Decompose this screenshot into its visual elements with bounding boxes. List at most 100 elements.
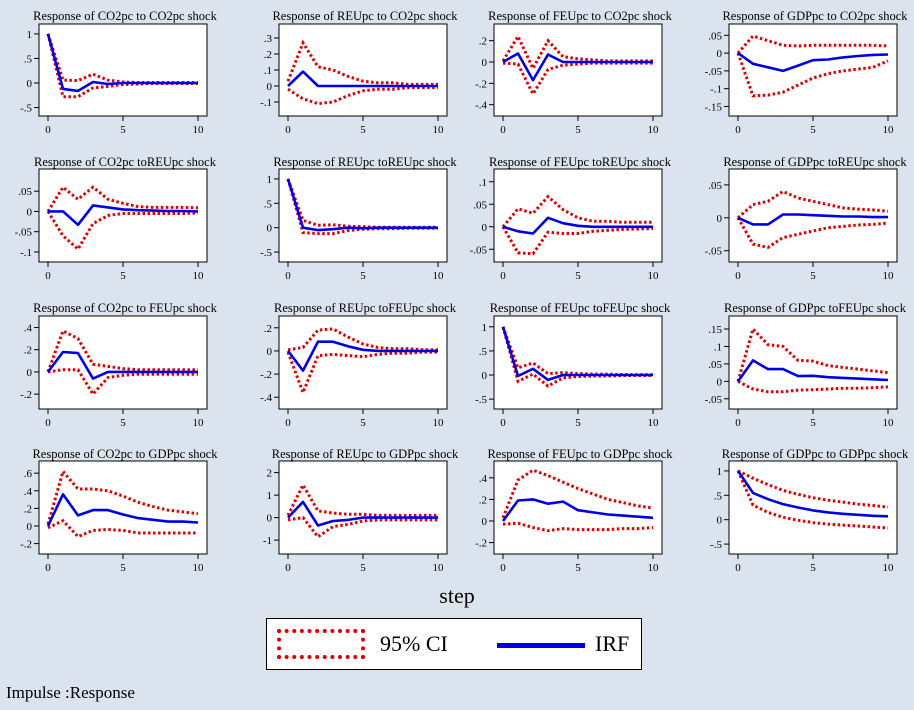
ci-upper-line bbox=[287, 327, 438, 352]
panel-title-band bbox=[262, 298, 467, 316]
y-tick-label: .3 bbox=[264, 33, 273, 45]
x-tick-label: 0 bbox=[735, 562, 741, 574]
panel-title-band bbox=[22, 444, 227, 462]
panel-title: Response of REUpc toREUpc shock bbox=[273, 155, 457, 169]
x-tick-label: 5 bbox=[120, 562, 126, 574]
y-tick-label: .5 bbox=[714, 490, 723, 502]
plot-area bbox=[278, 168, 448, 263]
panel-title-band bbox=[712, 6, 914, 24]
y-tick-label: 2 bbox=[267, 468, 273, 480]
ci-upper-line bbox=[286, 39, 438, 86]
plot-area bbox=[493, 460, 663, 555]
plot-area bbox=[278, 460, 448, 555]
panel-title-band bbox=[712, 444, 914, 462]
y-tick-label: -.05 bbox=[705, 394, 723, 406]
y-tick-label: 0 bbox=[267, 513, 273, 525]
ci-upper-line bbox=[46, 328, 198, 373]
panel-title: Response of REUpc toFEUpc shock bbox=[274, 301, 457, 315]
y-tick-label: -1 bbox=[263, 535, 272, 547]
y-tick-label: .2 bbox=[264, 49, 272, 61]
plot-area bbox=[493, 315, 663, 410]
y-tick-label: -.2 bbox=[260, 369, 272, 381]
panel-title-band bbox=[262, 444, 467, 462]
plot-area bbox=[38, 460, 208, 555]
y-tick-label: .2 bbox=[24, 503, 32, 515]
ci-upper-line bbox=[46, 468, 199, 525]
x-tick-label: 0 bbox=[735, 417, 741, 429]
x-tick-label: 10 bbox=[433, 417, 445, 429]
panel-title-band bbox=[477, 6, 682, 24]
irf-line bbox=[736, 470, 889, 518]
panel-title: Response of GDPpc to CO2pc shock bbox=[722, 9, 908, 23]
y-tick-label: 0 bbox=[482, 57, 488, 69]
x-tick-label: 5 bbox=[360, 270, 366, 282]
y-tick-label: -.1 bbox=[710, 84, 722, 96]
y-tick-label: -.1 bbox=[260, 97, 272, 109]
y-tick-label: 1 bbox=[267, 174, 273, 186]
y-tick-label: 0 bbox=[267, 223, 273, 235]
y-tick-label: 0 bbox=[27, 521, 33, 533]
x-tick-label: 10 bbox=[193, 124, 205, 136]
x-tick-label: 0 bbox=[735, 270, 741, 282]
y-tick-label: .05 bbox=[708, 180, 722, 192]
ci-upper-line bbox=[737, 469, 889, 509]
y-tick-label: .6 bbox=[24, 468, 33, 480]
plot-area bbox=[38, 315, 208, 410]
y-tick-label: 0 bbox=[717, 213, 723, 225]
panel-title: Response of REUpc to GDPpc shock bbox=[272, 447, 459, 461]
x-tick-label: 0 bbox=[500, 124, 506, 136]
x-tick-label: 0 bbox=[500, 270, 506, 282]
y-tick-label: 1 bbox=[482, 322, 488, 334]
x-tick-label: 10 bbox=[648, 124, 660, 136]
y-tick-label: .5 bbox=[479, 346, 488, 358]
plot-area bbox=[278, 315, 448, 410]
irf-line bbox=[46, 492, 199, 527]
ci-upper-line bbox=[736, 326, 889, 382]
plot-area bbox=[38, 23, 208, 117]
y-tick-label: .2 bbox=[479, 494, 487, 506]
ci-lower-line bbox=[502, 61, 653, 98]
panel-title: Response of FEUpc toFEUpc shock bbox=[490, 301, 671, 315]
plot-area bbox=[493, 168, 663, 263]
x-tick-label: 5 bbox=[810, 417, 816, 429]
panel-title-band bbox=[262, 152, 467, 170]
x-tick-label: 10 bbox=[433, 270, 445, 282]
ci-lower-line bbox=[736, 470, 889, 530]
y-tick-label: .4 bbox=[24, 323, 33, 335]
y-tick-label: .5 bbox=[24, 53, 33, 65]
panel-title: Response of GDPpc toREUpc shock bbox=[723, 155, 907, 169]
y-tick-label: .2 bbox=[264, 323, 272, 335]
x-tick-label: 10 bbox=[648, 270, 660, 282]
x-tick-label: 0 bbox=[735, 124, 741, 136]
y-tick-label: -.2 bbox=[20, 389, 32, 401]
irf-line bbox=[287, 70, 438, 88]
irf-line bbox=[736, 359, 889, 383]
y-tick-label: .1 bbox=[264, 65, 272, 77]
irf-line bbox=[737, 213, 888, 226]
x-tick-label: 5 bbox=[120, 124, 126, 136]
ci-upper-line bbox=[46, 184, 199, 213]
y-tick-label: .4 bbox=[24, 486, 33, 498]
x-tick-label: 0 bbox=[45, 562, 51, 574]
x-tick-label: 5 bbox=[575, 124, 581, 136]
panel-title: Response of CO2pc to FEUpc shock bbox=[33, 301, 217, 315]
plot-area bbox=[278, 23, 448, 117]
x-tick-label: 0 bbox=[285, 124, 291, 136]
y-tick-label: 0 bbox=[27, 206, 33, 218]
y-tick-label: 0 bbox=[717, 376, 723, 388]
irf-line bbox=[501, 326, 653, 382]
ci-lower-line bbox=[502, 521, 654, 533]
x-tick-label: 10 bbox=[883, 124, 895, 136]
y-tick-label: 0 bbox=[717, 48, 723, 60]
irf-line bbox=[46, 350, 198, 380]
ci-lower-line bbox=[287, 515, 438, 539]
y-tick-label: -.05 bbox=[705, 246, 723, 258]
y-tick-label: -.5 bbox=[260, 247, 272, 259]
ci-dotted-swatch-icon bbox=[277, 629, 365, 659]
y-tick-label: .15 bbox=[708, 324, 722, 336]
x-tick-label: 0 bbox=[500, 562, 506, 574]
panel-title: Response of REUpc to CO2pc shock bbox=[272, 9, 458, 23]
irf-line bbox=[501, 498, 654, 522]
y-tick-label: 0 bbox=[482, 516, 488, 528]
